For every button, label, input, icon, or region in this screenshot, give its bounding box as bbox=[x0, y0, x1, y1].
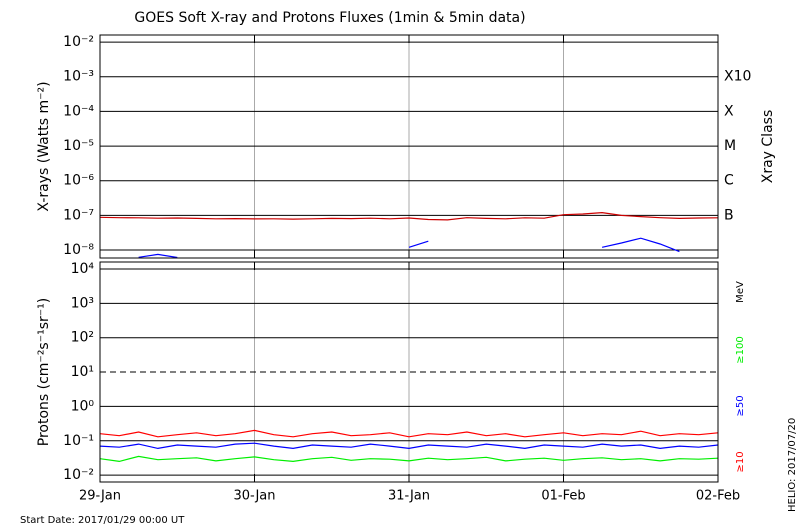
xray-class-label: C bbox=[724, 173, 734, 189]
energy-unit: MeV bbox=[735, 281, 746, 303]
plot-frame bbox=[99, 261, 719, 483]
y-tick-label: 10⁻³ bbox=[63, 69, 94, 85]
y-tick-label: 10⁰ bbox=[71, 398, 95, 414]
xray-class-label: M bbox=[724, 138, 736, 154]
xray-class-label: X bbox=[724, 103, 734, 119]
y-tick-label: 10⁻⁴ bbox=[63, 103, 94, 119]
y-tick-label: 10³ bbox=[71, 295, 94, 311]
plot-frame bbox=[99, 34, 719, 259]
series-line bbox=[99, 442, 719, 450]
legend-label: ≥100 bbox=[735, 336, 746, 363]
y-axis-label: Protons (cm⁻²s⁻¹sr⁻¹) bbox=[36, 298, 52, 447]
xray-class-label: X10 bbox=[724, 69, 751, 85]
y-tick-label: 10⁻⁶ bbox=[63, 173, 94, 189]
y-tick-label: 10¹ bbox=[71, 364, 94, 380]
y-tick-label: 10⁴ bbox=[71, 261, 95, 277]
start-date: Start Date: 2017/01/29 00:00 UT bbox=[20, 515, 185, 526]
legend-label: ≥50 bbox=[735, 395, 746, 416]
series-line bbox=[99, 211, 719, 221]
x-tick-label: 02-Feb bbox=[696, 489, 740, 504]
y-axis-label: X-rays (Watts m⁻²) bbox=[36, 81, 52, 211]
x-tick-label: 30-Jan bbox=[234, 489, 276, 504]
series-line bbox=[138, 237, 680, 259]
y-tick-label: 10⁻² bbox=[63, 467, 94, 483]
legend-label: ≥10 bbox=[735, 451, 746, 472]
series-line bbox=[99, 429, 719, 438]
chart-title: GOES Soft X-ray and Protons Fluxes (1min… bbox=[134, 10, 525, 26]
xray-class-label: B bbox=[724, 207, 734, 223]
y-tick-label: 10² bbox=[71, 330, 94, 346]
x-tick-label: 29-Jan bbox=[79, 489, 121, 504]
y-tick-label: 10⁻⁵ bbox=[63, 138, 94, 154]
x-tick-label: 01-Feb bbox=[541, 489, 585, 504]
y-tick-label: 10⁻¹ bbox=[63, 433, 94, 449]
x-tick-label: 31-Jan bbox=[388, 489, 430, 504]
credit: HELIO: 2017/07/20 bbox=[787, 418, 798, 512]
series-line bbox=[99, 455, 719, 463]
y-tick-label: 10⁻⁸ bbox=[63, 242, 94, 258]
class-axis-label: Xray Class bbox=[760, 110, 776, 184]
y-tick-label: 10⁻² bbox=[63, 34, 94, 50]
y-tick-label: 10⁻⁷ bbox=[63, 207, 94, 223]
